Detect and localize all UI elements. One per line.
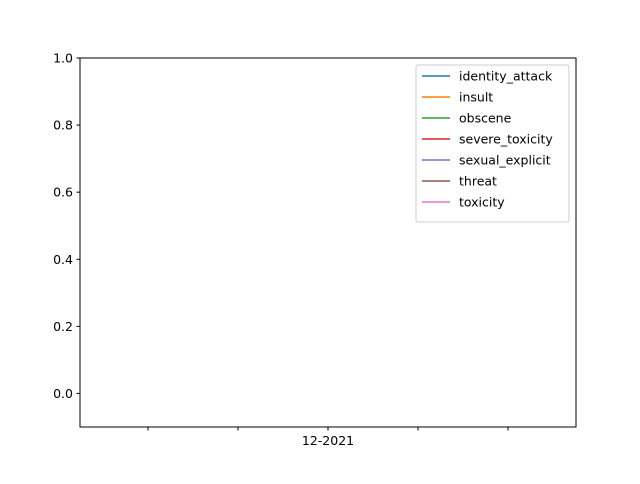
legend-label: sexual_explicit bbox=[459, 153, 551, 168]
y-tick-label: 0.8 bbox=[53, 118, 73, 133]
legend-box bbox=[415, 64, 570, 223]
axes: 0.0 0.2 0.4 0.6 0.8 1.0 12-2021 bbox=[53, 51, 577, 448]
legend-label: toxicity bbox=[459, 195, 505, 210]
legend-label: obscene bbox=[459, 111, 512, 126]
x-tick-label: 12-2021 bbox=[302, 433, 354, 448]
y-tick-label: 1.0 bbox=[53, 51, 73, 66]
y-tick-label: 0.4 bbox=[53, 252, 73, 267]
legend-label: identity_attack bbox=[459, 69, 553, 84]
legend-label: threat bbox=[459, 174, 497, 189]
legend-label: insult bbox=[459, 90, 493, 105]
y-tick-label: 0.6 bbox=[53, 185, 73, 200]
y-tick-label: 0.0 bbox=[53, 386, 73, 401]
y-tick-label: 0.2 bbox=[53, 319, 73, 334]
legend-label: severe_toxicity bbox=[459, 132, 553, 147]
